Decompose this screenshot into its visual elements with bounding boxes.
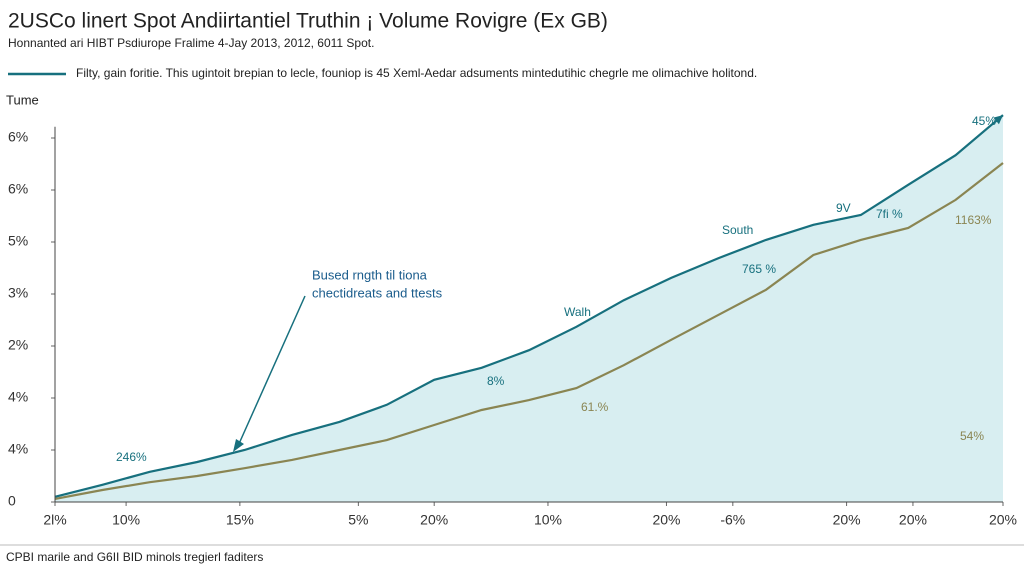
chart-title: 2USCo linert Spot Andiirtantiel Truthin … — [8, 10, 608, 33]
x-tick-label: 20% — [652, 512, 680, 528]
annotation: South — [722, 223, 753, 237]
y-tick-label: 4% — [8, 441, 28, 457]
annotation: 7fi % — [876, 207, 903, 221]
callout-arrow — [237, 295, 306, 447]
series-line — [54, 114, 1004, 498]
annotation: 765 % — [742, 262, 776, 276]
x-tick-label: 15% — [226, 512, 254, 528]
x-tick-label: 20% — [899, 512, 927, 528]
annotation: 61.% — [581, 400, 609, 414]
y-tick-label: 0 — [8, 493, 16, 509]
annotation: 1163% — [955, 213, 992, 227]
annotation: 8% — [487, 374, 505, 388]
annotation: 9V — [836, 201, 851, 215]
y-tick-label: 2% — [8, 337, 28, 353]
line-arrowhead — [993, 115, 1003, 125]
plot: 0 4% 4% 2% 3% 5% 6% 6% 2l% 10% 15% 5% 20% 10% 20% -6% 20… — [8, 66, 1017, 528]
annotation: 45% — [972, 114, 996, 128]
annotation: Bused rngth til tiona — [312, 267, 428, 282]
x-tick-label: 5% — [348, 512, 368, 528]
x-tick-label: 20% — [833, 512, 861, 528]
annotations: Bused rngth til tiona chectidreats and t… — [116, 114, 996, 464]
annotation: 246% — [116, 450, 147, 464]
series-line — [54, 162, 1004, 500]
x-tick-label: -6% — [720, 512, 745, 528]
annotation: chectidreats and ttests — [312, 285, 443, 300]
x-tick-label: 20% — [989, 512, 1017, 528]
annotation: Walh — [564, 305, 591, 319]
y-axis-label: Tume — [6, 92, 39, 107]
x-tick-label: 20% — [420, 512, 448, 528]
y-tick-label: 6% — [8, 129, 28, 145]
callout-arrowhead — [233, 439, 244, 452]
legend-label: Filty, gain foritie. This ugintoit brepi… — [76, 66, 757, 80]
y-tick-label: 3% — [8, 285, 28, 301]
x-tick-label: 10% — [112, 512, 140, 528]
y-tick-label: 5% — [8, 233, 28, 249]
y-tick-label: 6% — [8, 181, 28, 197]
footer: CPBI marile and G6II BID minols tregierl… — [6, 550, 263, 564]
area — [55, 115, 1003, 502]
x-tick-label: 10% — [534, 512, 562, 528]
annotation: 54% — [960, 429, 984, 443]
y-tick-label: 4% — [8, 389, 28, 405]
chart-subtitle: Honnanted ari HIBT Psdiurope Fralime 4-J… — [8, 36, 374, 50]
x-tick-label: 2l% — [43, 512, 66, 528]
